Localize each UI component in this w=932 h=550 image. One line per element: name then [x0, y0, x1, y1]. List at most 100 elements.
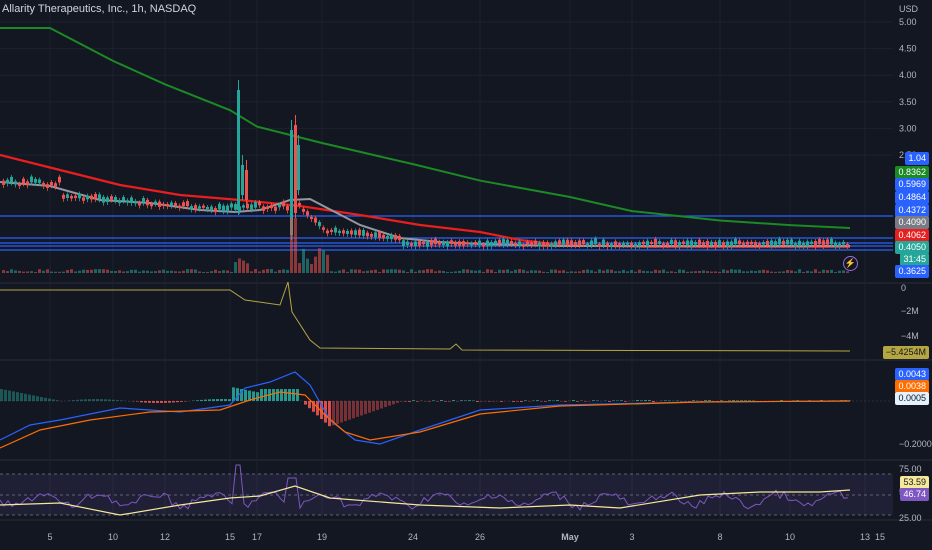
rsi-tick: 25.00 — [899, 513, 922, 523]
volume-bar — [698, 270, 701, 273]
obv-value-label: −5.4254M — [882, 346, 929, 359]
candle — [302, 208, 305, 212]
macd-histogram-bar — [28, 394, 31, 401]
price-tick: 4.50 — [899, 44, 917, 54]
candle — [394, 234, 397, 240]
volume-bar — [838, 270, 841, 273]
volume-bar — [34, 271, 37, 273]
volume-bar — [122, 271, 125, 273]
volume-bar — [810, 271, 813, 273]
volume-bar — [514, 269, 517, 273]
volume-bar — [154, 271, 157, 273]
price-label: 0.4864 — [895, 191, 929, 204]
macd-histogram-bar — [0, 389, 3, 401]
volume-bar — [386, 269, 389, 273]
candle — [306, 211, 309, 216]
macd-histogram-bar — [208, 399, 211, 401]
candle — [790, 239, 793, 245]
macd-histogram-bar — [4, 389, 7, 401]
rsi-ma-line — [0, 485, 851, 516]
candle — [230, 203, 233, 208]
volume-bar — [234, 262, 237, 273]
volume-bar — [30, 271, 33, 273]
volume-bar — [586, 269, 589, 273]
volume-bar — [670, 271, 673, 273]
volume-bar — [334, 271, 337, 273]
macd-histogram-bar — [432, 400, 435, 401]
macd-histogram-bar — [84, 399, 87, 401]
volume-bar — [66, 270, 69, 273]
volume-bar — [302, 248, 305, 273]
macd-histogram-bar — [416, 401, 419, 402]
candle — [826, 239, 829, 245]
macd-histogram-bar — [536, 400, 539, 401]
macd-histogram-bar — [348, 401, 351, 420]
currency-label: USD — [899, 4, 919, 14]
candle — [734, 238, 737, 245]
candle — [106, 197, 109, 203]
volume-bar — [422, 270, 425, 273]
candle — [42, 182, 45, 187]
ma200-line — [0, 27, 851, 229]
price-tick: 3.50 — [899, 97, 917, 107]
lightning-icon[interactable]: ⚡ — [843, 256, 858, 271]
macd-histogram-bar — [728, 400, 731, 401]
macd-histogram-bar — [172, 401, 175, 403]
volume-bar — [74, 271, 77, 273]
volume-bar — [6, 271, 9, 273]
macd-histogram-bar — [20, 393, 23, 401]
candle — [258, 201, 261, 206]
candle — [114, 197, 117, 201]
volume-bar — [58, 271, 61, 273]
volume-bar — [438, 270, 441, 273]
volume-bar — [574, 271, 577, 273]
volume-bar — [522, 269, 525, 273]
macd-histogram-bar — [176, 401, 179, 403]
macd-line — [0, 371, 851, 445]
candle — [546, 242, 549, 247]
macd-histogram-bar — [548, 400, 551, 401]
volume-bar — [658, 270, 661, 273]
candle — [446, 241, 449, 247]
macd-histogram-bar — [52, 399, 55, 401]
macd-histogram-bar — [296, 389, 299, 401]
candle — [754, 242, 757, 246]
candle — [706, 240, 709, 247]
candle — [374, 232, 377, 238]
volume-bar — [710, 271, 713, 273]
candle — [674, 240, 677, 247]
candle — [274, 206, 277, 211]
candle — [342, 230, 345, 234]
candle — [438, 241, 441, 245]
volume-bar — [510, 271, 513, 273]
macd-histogram-bar — [720, 400, 723, 401]
volume-bar — [570, 271, 573, 273]
candle — [458, 241, 461, 246]
candle — [470, 243, 473, 246]
volume-bar — [742, 271, 745, 273]
macd-histogram-bar — [280, 389, 283, 401]
macd-histogram-bar — [732, 400, 735, 401]
price-label: 1.04 — [905, 152, 929, 165]
volume-bar — [782, 271, 785, 273]
candle — [514, 242, 517, 245]
volume-bar — [758, 270, 761, 273]
price-label: 0.3625 — [895, 265, 929, 278]
macd-histogram-bar — [364, 401, 367, 415]
candle — [618, 243, 621, 246]
macd-histogram-bar — [92, 399, 95, 401]
price-label: 0.4050 — [895, 241, 929, 254]
volume-bar — [98, 269, 101, 273]
volume-bar — [86, 269, 89, 273]
macd-histogram-bar — [368, 401, 371, 413]
candle — [250, 204, 253, 210]
macd-histogram-bar — [148, 401, 151, 403]
volume-bar — [306, 258, 309, 273]
volume-bar — [330, 271, 333, 273]
candle — [34, 178, 37, 183]
volume-bar — [246, 263, 249, 273]
candle — [94, 193, 97, 199]
macd-histogram-bar — [32, 395, 35, 401]
volume-bar — [714, 271, 717, 273]
